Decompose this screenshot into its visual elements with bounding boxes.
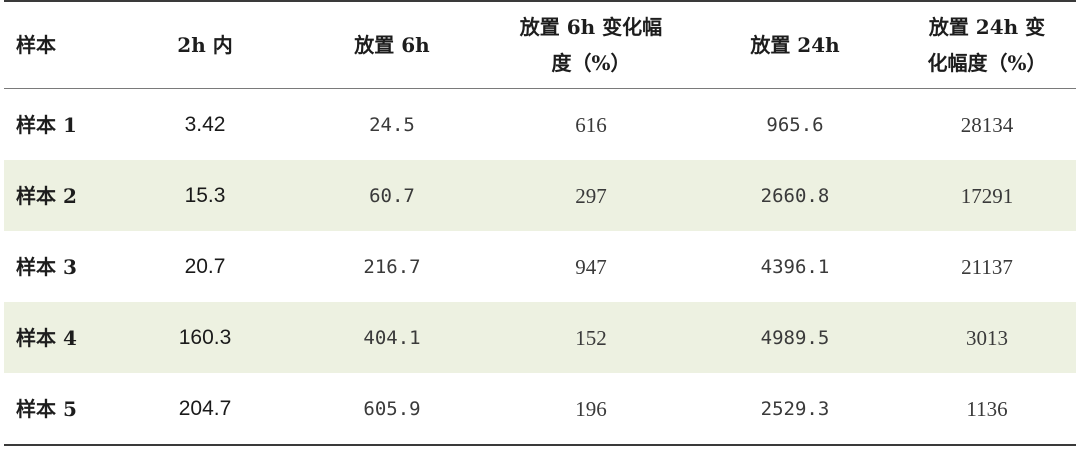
value-24h-change: 28134 [960,112,1014,137]
value-24h: 4989.5 [760,326,830,349]
value-2h: 20.7 [184,254,226,278]
value-6h-change: 947 [575,254,607,279]
table-row: 样本 2 15.3 60.7 297 2660.8 17291 [4,160,1076,231]
sample-label: 样本 2 [16,183,77,208]
value-6h-change: 616 [575,112,607,137]
value-6h: 24.5 [369,113,415,136]
value-6h: 60.7 [369,184,415,207]
value-24h-change: 17291 [960,183,1014,208]
header-within-2h: 2h 内 [177,33,233,57]
bottom-rule [4,444,1076,446]
table-row: 样本 5 204.7 605.9 196 2529.3 1136 [4,373,1076,444]
value-6h: 605.9 [363,397,421,420]
value-6h: 404.1 [363,326,421,349]
value-24h-change: 3013 [966,325,1008,350]
value-2h: 204.7 [178,396,232,420]
header-24h-change: 放置 24h 变化幅度（%） [927,15,1047,75]
value-6h-change: 196 [575,396,607,421]
value-24h: 2529.3 [760,397,830,420]
value-2h: 160.3 [178,325,232,349]
header-sample: 样本 [16,33,56,57]
sample-label: 样本 3 [16,254,77,279]
table-row: 样本 4 160.3 404.1 152 4989.5 3013 [4,302,1076,373]
top-rule [4,0,1076,2]
value-6h-change: 152 [575,325,607,350]
data-table: 样本 2h 内 放置 6h 放置 6h 变化幅度（%） 放置 24h 放置 24… [4,0,1076,446]
header-6h-change: 放置 6h 变化幅度（%） [519,15,663,75]
table-row: 样本 1 3.42 24.5 616 965.6 28134 [4,89,1076,160]
sample-label: 样本 4 [16,325,77,350]
header-24h: 放置 24h [750,33,840,57]
sample-label: 样本 1 [16,112,77,137]
table-row: 样本 3 20.7 216.7 947 4396.1 21137 [4,231,1076,302]
value-6h-change: 297 [575,183,607,208]
value-2h: 3.42 [184,112,226,136]
value-24h: 4396.1 [760,255,830,278]
value-24h-change: 21137 [961,254,1013,279]
value-2h: 15.3 [184,183,226,207]
table-header-row: 样本 2h 内 放置 6h 放置 6h 变化幅度（%） 放置 24h 放置 24… [4,2,1076,88]
sample-label: 样本 5 [16,396,77,421]
header-6h: 放置 6h [354,33,430,57]
header-rule [4,88,1076,89]
value-6h: 216.7 [363,255,421,278]
value-24h: 965.6 [766,113,824,136]
value-24h-change: 1136 [966,396,1008,421]
value-24h: 2660.8 [760,184,830,207]
